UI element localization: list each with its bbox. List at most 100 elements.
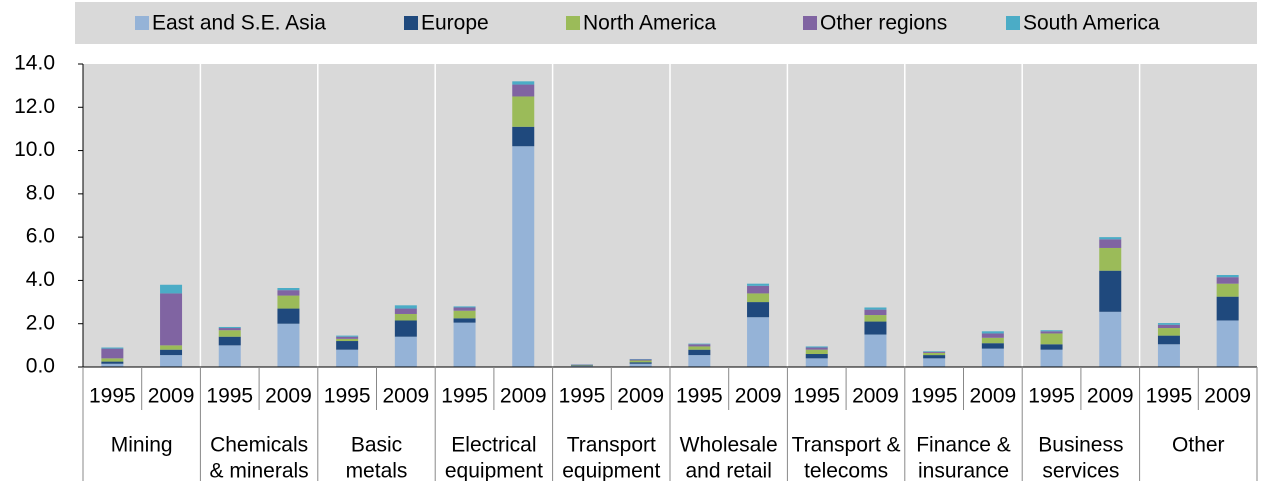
x-tick-label: 1995 [911,385,958,408]
bar-segment [394,320,417,337]
bar-segment [688,349,711,356]
bar-segment [1157,328,1180,336]
bar-segment [1099,247,1122,271]
bar-segment [805,349,828,355]
x-tick-label: 2009 [382,385,429,408]
x-tick-label: 2009 [735,385,782,408]
bar-segment [688,343,711,345]
group-label: Business [1038,434,1123,457]
legend-label: East and S.E. Asia [152,12,326,35]
bar-segment [218,336,241,346]
legend-swatch [566,16,580,30]
bar-segment [923,355,946,359]
legend-swatch [135,16,149,30]
y-tick-label: 4.0 [26,268,55,291]
bar-segment [864,307,887,310]
y-tick-label: 12.0 [14,95,55,118]
bar-segment [747,285,770,294]
bar-segment [101,361,124,364]
group-label: equipment [445,460,543,481]
bar-segment [394,336,417,367]
bar-segment [394,308,417,314]
group-label: Transport & [792,434,901,457]
group-label: Transport [567,434,656,457]
bar-segment [160,284,183,294]
group-label: & minerals [209,460,308,481]
bar-segment [805,358,828,367]
x-tick-label: 2009 [617,385,664,408]
legend-label: South America [1023,12,1160,35]
bar-segment [1099,270,1122,312]
legend-label: Europe [421,12,489,35]
x-tick-label: 1995 [324,385,371,408]
group-label: Finance & [916,434,1011,457]
bar-segment [453,322,476,367]
group-label: Chemicals [210,434,308,457]
bar-segment [218,326,241,329]
legend-label: Other regions [820,12,947,35]
bar-segment [101,358,124,362]
legend-swatch [803,16,817,30]
bar-segment [277,308,300,324]
bar-segment [923,358,946,367]
bar-segment [394,313,417,321]
x-tick-label: 1995 [441,385,488,408]
bar-segment [923,351,946,352]
legend-label: North America [583,12,716,35]
bar-segment [805,354,828,359]
x-tick-label: 1995 [206,385,253,408]
bar-segment [336,338,359,342]
bar-segment [160,349,183,356]
bar-segment [747,317,770,367]
bar-segment [688,344,711,347]
bar-segment [101,347,124,349]
bar-segment [1099,239,1122,248]
bar-segment [336,335,359,337]
bar-segment [688,346,711,350]
bar-segment [453,307,476,311]
x-tick-label: 2009 [265,385,312,408]
x-tick-label: 1995 [1028,385,1075,408]
bar-segment [218,328,241,331]
x-tick-label: 2009 [1087,385,1134,408]
bar-segment [1040,331,1063,334]
bar-segment [218,330,241,337]
bar-segment [629,360,652,363]
bar-segment [1216,296,1239,321]
bar-segment [981,337,1004,344]
bar-segment [1216,277,1239,284]
y-tick-label: 8.0 [26,181,55,204]
group-label: Electrical [451,434,536,457]
x-tick-label: 1995 [1146,385,1193,408]
x-tick-label: 2009 [969,385,1016,408]
bar-segment [805,346,828,348]
bar-segment [512,96,535,127]
x-tick-label: 2009 [148,385,195,408]
bar-segment [1157,344,1180,367]
bar-segment [101,363,124,367]
group-label: telecoms [804,460,888,481]
bar-segment [218,345,241,367]
bar-segment [453,318,476,323]
bar-segment [981,331,1004,334]
bar-segment [512,126,535,147]
group-label: metals [346,460,408,481]
bar-segment [923,352,946,356]
bar-segment [923,351,946,353]
bar-segment [1216,283,1239,297]
bar-segment [981,348,1004,367]
bar-segment [277,323,300,367]
y-tick-label: 0.0 [26,355,55,378]
bar-segment [512,84,535,97]
bar-segment [629,362,652,364]
bar-segment [336,349,359,367]
bar-segment [570,365,593,367]
group-label: insurance [918,460,1009,481]
bar-segment [1040,333,1063,345]
group-label: Basic [351,434,402,457]
bar-segment [336,341,359,350]
x-tick-label: 1995 [559,385,606,408]
y-tick-label: 14.0 [14,52,55,75]
bar-segment [629,359,652,361]
